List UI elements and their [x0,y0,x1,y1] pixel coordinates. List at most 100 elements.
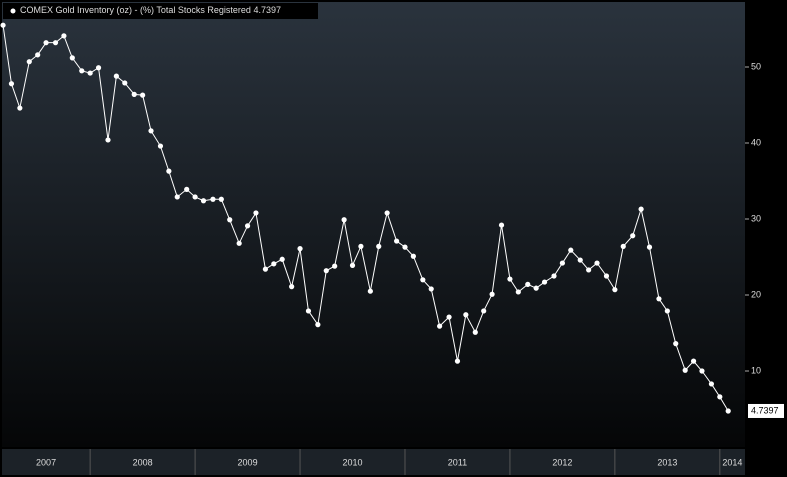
point [315,322,321,328]
point [157,143,164,149]
point [376,243,382,249]
point [244,223,251,229]
point [17,105,23,111]
point [463,312,469,318]
last-value-label: 4.7397 [751,405,779,415]
point [148,128,154,134]
x-tick-label: 2011 [448,457,467,467]
point [507,276,513,282]
point [454,358,461,364]
point [725,408,731,414]
point [437,323,443,329]
point [349,262,356,268]
x-tick-label: 2008 [133,457,153,467]
point [113,73,119,79]
point [210,196,216,202]
point [122,80,128,86]
point [166,168,172,174]
series-name: COMEX Gold Inventory (oz) - (%) Total St… [20,5,251,15]
point [341,217,347,223]
legend-marker [10,8,16,14]
point [227,217,233,223]
point [717,394,723,400]
point [541,279,548,285]
point [498,222,505,228]
y-tick-label: 50 [751,61,761,71]
point [533,285,539,291]
point [358,243,364,249]
point [262,266,269,272]
legend-box [3,3,318,19]
point [690,358,697,364]
point [638,206,644,212]
x-axis-band [2,449,745,475]
point [0,22,6,28]
point [253,210,259,216]
point [8,81,15,87]
point [384,210,390,216]
point [200,198,207,204]
y-tick-label: 40 [751,137,761,147]
legend: COMEX Gold Inventory (oz) - (%) Total St… [3,3,318,19]
point [140,92,146,98]
y-tick-label: 20 [751,289,761,299]
legend-label: COMEX Gold Inventory (oz) - (%) Total St… [20,5,281,15]
x-tick-label: 2013 [657,457,677,467]
point [472,329,478,335]
point [43,40,49,46]
point [420,277,426,283]
point [87,70,93,76]
point [95,65,102,71]
y-tick-label: 10 [751,365,761,375]
point [577,257,583,263]
point [323,268,329,274]
last-value-box [748,403,784,418]
point [35,52,41,58]
point [192,194,198,200]
point [52,40,59,46]
point [699,368,705,374]
point [289,284,295,290]
point [26,59,32,65]
point [79,68,85,74]
point [367,288,373,294]
point [279,256,285,262]
point [236,240,242,246]
x-tick-label: 2009 [238,457,258,467]
point [410,253,416,259]
point [131,91,137,97]
x-tick-label: 2012 [552,457,572,467]
x-tick-label: 2007 [36,457,56,467]
point [174,194,180,200]
point [620,243,626,249]
x-tick-label: 2010 [342,457,362,467]
point [682,367,688,373]
point [594,260,600,266]
point [568,247,574,253]
point [218,196,224,202]
y-tick-label: 30 [751,213,761,223]
point [69,55,75,61]
point [305,308,312,314]
point [646,244,653,250]
point [586,267,592,273]
point [105,137,111,143]
point [551,273,557,279]
point [393,238,400,244]
point [708,381,715,387]
point [664,308,670,314]
point [446,314,452,320]
point [481,308,487,314]
point [525,281,531,287]
point [428,286,434,292]
point [402,244,408,250]
plot-area [2,2,745,447]
point [515,289,521,295]
point [559,260,565,266]
point [612,287,618,293]
point [656,296,662,302]
point [630,233,636,239]
point [673,341,679,347]
point [489,291,495,297]
